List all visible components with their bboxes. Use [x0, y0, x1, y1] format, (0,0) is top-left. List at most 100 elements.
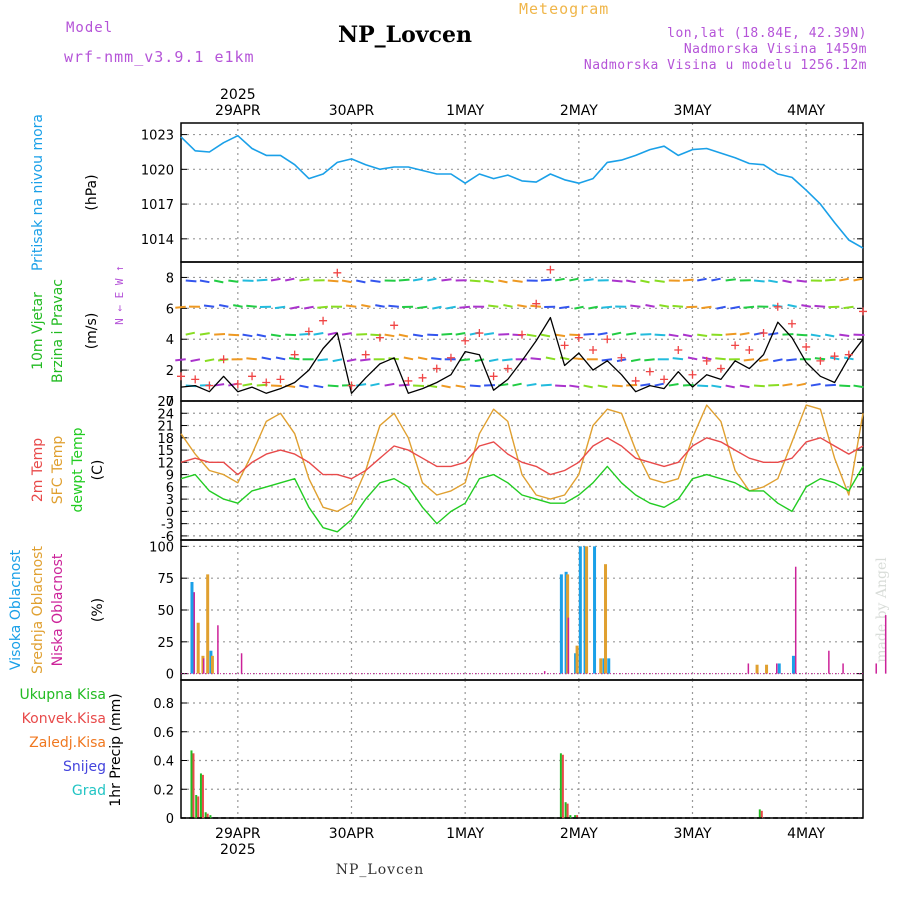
gust-marker: [702, 356, 711, 365]
wind-arrow: [204, 358, 215, 363]
wind-arrow: [526, 333, 537, 338]
wind-arrow: [304, 305, 314, 310]
wind-arrow: [573, 357, 584, 361]
gust-marker: [503, 364, 512, 373]
wind-arrow: [540, 278, 552, 282]
wind-arrow: [626, 384, 638, 387]
wind-arrow: [370, 279, 381, 283]
location-coordinates: lon,lat (18.84E, 42.39N): [667, 26, 867, 41]
cloud-unit: (%): [90, 598, 106, 622]
wind-arrow: [768, 384, 780, 387]
wind-arrow: [654, 382, 664, 387]
wind-arrow: [356, 383, 367, 387]
wind-arrow: [569, 277, 579, 282]
y-tick-label: 4: [166, 333, 174, 348]
wind-compass: N ← E W ↑: [113, 265, 126, 325]
gust-marker: [716, 364, 725, 373]
top-date-label: 30APR: [329, 103, 375, 119]
meteogram-label: Meteogram: [519, 0, 610, 18]
wind-arrow: [555, 333, 566, 338]
wind-arrow: [370, 382, 380, 387]
gust-marker: [191, 375, 200, 384]
y-tick-label: 6: [166, 481, 174, 496]
wind-arrow: [782, 383, 793, 387]
gust-marker: [290, 350, 299, 359]
wind-arrow: [725, 384, 735, 389]
wind-arrow: [626, 332, 637, 336]
wind-arrow: [441, 384, 451, 389]
wind-arrow: [175, 358, 186, 362]
wind-arrow: [503, 304, 513, 308]
wind-arrow: [782, 279, 792, 284]
wind-arrow: [697, 384, 709, 388]
gust-marker: [361, 350, 370, 359]
gust-marker: [390, 321, 399, 330]
cloud-mid-bar: [604, 564, 608, 674]
wind-axis-title-line1: 10m Vjetar: [30, 292, 46, 370]
wind-arrow: [317, 358, 328, 362]
wind-arrow: [853, 277, 863, 282]
cloud-low-bar: [567, 617, 570, 674]
gust-marker: [574, 333, 583, 342]
wind-arrow: [185, 279, 197, 283]
wind-arrow: [361, 304, 371, 308]
gust-marker: [205, 381, 214, 390]
gust-marker: [745, 346, 754, 355]
wind-arrow: [743, 305, 755, 309]
wind-arrow: [175, 305, 186, 309]
wind-arrow: [219, 304, 229, 308]
gust-marker: [418, 373, 427, 382]
wind-arrow: [317, 305, 328, 309]
wind-arrow: [427, 277, 437, 282]
gust-marker: [219, 355, 228, 364]
precip-total-bar: [758, 809, 761, 818]
wind-arrow: [412, 333, 424, 338]
cloud-low-bar: [193, 592, 195, 674]
wind-arrow: [725, 332, 737, 336]
cloud-low-bar: [875, 663, 877, 674]
gust-marker: [731, 341, 740, 350]
wind-arrow: [299, 278, 310, 282]
gust-marker: [461, 336, 470, 345]
wind-arrow: [843, 305, 854, 310]
wind-arrow: [773, 358, 783, 363]
y-tick-label: 2: [166, 364, 174, 379]
pressure-axis-title: Pritisak na nivou mora: [30, 114, 46, 271]
wind-arrow: [711, 277, 721, 282]
wind-speed-line: [180, 316, 864, 394]
wind-arrow: [711, 384, 722, 389]
wind-arrow: [754, 384, 765, 388]
top-date-label: 2MAY: [560, 103, 598, 119]
precip-total-bar: [190, 750, 193, 818]
pressure-line: [180, 134, 864, 249]
wind-arrow: [697, 277, 707, 282]
wind-arrow: [327, 384, 339, 388]
precip-conv-bar: [206, 813, 209, 818]
y-tick-label: 9: [166, 469, 174, 484]
wind-arrow: [199, 332, 210, 336]
wind-arrow: [455, 384, 466, 389]
wind-arrow: [388, 357, 399, 361]
wind-arrow: [356, 279, 366, 284]
wind-arrow: [588, 305, 598, 310]
y-tick-label: 8: [166, 271, 174, 286]
dewpt-axis-title: dewpt Temp: [70, 427, 86, 512]
wind-arrow: [270, 333, 281, 338]
precip-legend-item: Konvek.Kisa: [22, 711, 106, 727]
cloud-high-bar: [593, 546, 597, 674]
wind-arrow: [824, 333, 835, 338]
wind-arrow: [630, 358, 641, 363]
wind-arrow: [345, 304, 357, 308]
wind-arrow: [810, 383, 821, 387]
temperature-unit: (C): [90, 460, 106, 481]
wind-arrow: [246, 357, 257, 361]
precip-conv-bar: [192, 753, 195, 818]
cloud-mid-bar: [206, 574, 210, 674]
wind-arrow: [285, 333, 297, 337]
wind-axis-title-line2: Brzina i Pravac: [50, 279, 66, 383]
y-tick-label: 0.8: [153, 697, 174, 712]
y-tick-label: 1014: [141, 233, 174, 248]
cloud-mid-bar: [765, 664, 769, 674]
wind-arrow: [796, 333, 808, 337]
